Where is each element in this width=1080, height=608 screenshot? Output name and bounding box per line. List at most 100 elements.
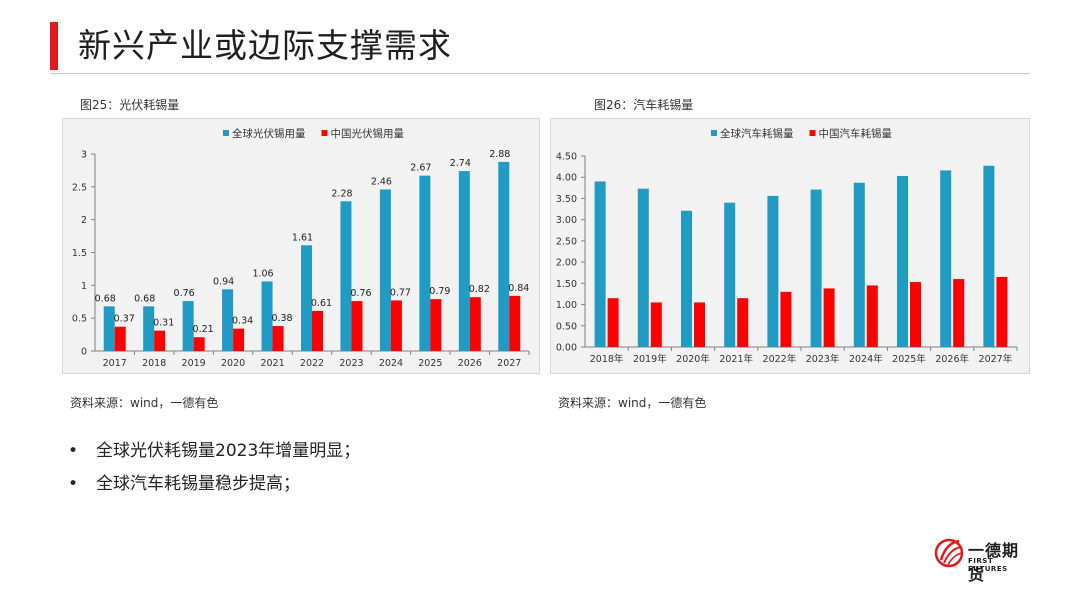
figure-26-source: 资料来源：wind，一德有色: [558, 396, 707, 410]
bar-china: [469, 297, 481, 351]
auto-tin-chart-svg: 0.00 0.50 1.00 1.50 2.00 2.50 3.00 3.50 4.00 4.50…: [556, 127, 1018, 365]
title-accent-bar: [50, 22, 58, 70]
y-tick-label: 0: [81, 347, 87, 358]
bar-global: [681, 210, 692, 347]
x-tick-label: 2021年: [719, 353, 753, 365]
data-label: 0.38: [271, 313, 292, 324]
data-label: 2.46: [371, 176, 392, 187]
bar-china: [866, 285, 878, 347]
data-label: 2.28: [331, 188, 352, 199]
bar-china: [650, 302, 662, 347]
x-tick-label: 2025年: [892, 353, 926, 365]
bullet-text: 全球汽车耗锡量稳步提高；: [96, 474, 300, 494]
figure-25-source: 资料来源：wind，一德有色: [70, 396, 219, 410]
bar-global: [983, 165, 995, 347]
bullet-item: • 全球光伏耗锡量2023年增量明显；: [68, 441, 361, 461]
logo-mark-icon: [934, 538, 964, 568]
x-tick-label: 2022: [300, 358, 324, 369]
y-tick-label: 3: [81, 150, 87, 161]
bar-china: [694, 302, 705, 347]
x-tick-label: 2017: [103, 358, 127, 369]
bar-global: [594, 181, 606, 347]
data-label: 0.94: [213, 276, 234, 287]
data-label: 0.61: [311, 298, 332, 309]
data-label: 0.31: [153, 318, 174, 329]
legend-label: 中国光伏锡用量: [331, 127, 405, 140]
bar-global: [379, 189, 391, 351]
logo-subtitle: FIRST FUTURES: [968, 557, 1008, 573]
figure-26-caption: 图26：汽车耗锡量: [594, 98, 694, 112]
bar-global: [458, 171, 470, 351]
y-tick-label: 0.5: [72, 314, 87, 325]
x-tick-label: 2019年: [633, 353, 667, 365]
y-tick-label: 2.50: [556, 236, 577, 247]
data-label: 2.74: [450, 158, 471, 169]
x-tick-label: 2024: [379, 358, 403, 369]
bar-global: [853, 182, 865, 347]
bar-china: [607, 298, 619, 347]
legend-swatch: [321, 130, 328, 136]
y-tick-label: 1.00: [556, 300, 577, 311]
y-tick-label: 0.00: [556, 343, 577, 354]
bar-china: [154, 330, 166, 351]
legend-label: 全球光伏锡用量: [232, 127, 306, 140]
page-title: 新兴产业或边际支撑需求: [78, 26, 452, 65]
bar-china: [312, 310, 323, 351]
bar-china: [430, 299, 442, 351]
bar-global: [498, 161, 510, 351]
y-tick-label: 1: [81, 281, 87, 292]
bar-global: [261, 281, 273, 351]
bullet-item: • 全球汽车耗锡量稳步提高；: [68, 474, 300, 494]
bar-china: [823, 288, 835, 347]
legend-label: 全球汽车耗锡量: [720, 127, 794, 140]
auto-tin-chart: 0.00 0.50 1.00 1.50 2.00 2.50 3.00 3.50 4.00 4.50…: [550, 118, 1030, 374]
x-tick-label: 2018: [142, 358, 166, 369]
bar-global: [222, 289, 234, 351]
x-tick-label: 2020: [221, 358, 245, 369]
figure-25-caption: 图25：光伏耗锡量: [80, 98, 180, 112]
bar-global: [724, 202, 736, 347]
x-tick-label: 2026年: [935, 353, 969, 365]
company-logo: 一德期货 FIRST FUTURES: [934, 533, 1034, 584]
data-label: 0.68: [95, 293, 116, 304]
data-label: 2.88: [489, 149, 510, 160]
data-label: 2.67: [410, 163, 431, 174]
bar-china: [953, 279, 965, 347]
bar-global: [767, 195, 779, 347]
y-tick-label: 4.00: [556, 173, 577, 184]
bar-global: [897, 175, 908, 347]
y-tick-label: 1.5: [72, 248, 87, 259]
bar-china: [233, 328, 245, 351]
bar-china: [910, 282, 921, 347]
bar-china: [390, 300, 402, 351]
data-label: 0.84: [508, 283, 529, 294]
bar-china: [509, 295, 521, 351]
bar-global: [940, 170, 952, 347]
bar-china: [114, 326, 126, 351]
data-label: 0.82: [469, 284, 490, 295]
x-tick-label: 2027: [497, 358, 521, 369]
bar-global: [182, 301, 194, 351]
bar-china: [193, 337, 205, 351]
x-tick-label: 2024年: [849, 353, 883, 365]
x-tick-label: 2026: [458, 358, 482, 369]
data-label: 0.76: [350, 288, 371, 299]
bar-china: [996, 276, 1008, 347]
y-tick-label: 2.00: [556, 258, 577, 269]
x-tick-label: 2018年: [590, 353, 624, 365]
legend-swatch: [223, 130, 229, 136]
y-tick-label: 3.00: [556, 215, 577, 226]
bullet-text: 全球光伏耗锡量2023年增量明显；: [96, 441, 361, 461]
data-label: 1.61: [292, 232, 313, 243]
x-tick-label: 2023: [339, 358, 363, 369]
bar-china: [272, 326, 284, 351]
data-label: 0.21: [193, 324, 214, 335]
bar-global: [340, 201, 352, 351]
data-label: 0.79: [429, 286, 450, 297]
data-label: 0.68: [134, 293, 155, 304]
legend-swatch: [809, 130, 816, 136]
data-label: 0.77: [390, 287, 411, 298]
y-tick-label: 4.50: [556, 152, 577, 163]
bar-global: [637, 188, 649, 347]
x-tick-label: 2027年: [979, 353, 1013, 365]
